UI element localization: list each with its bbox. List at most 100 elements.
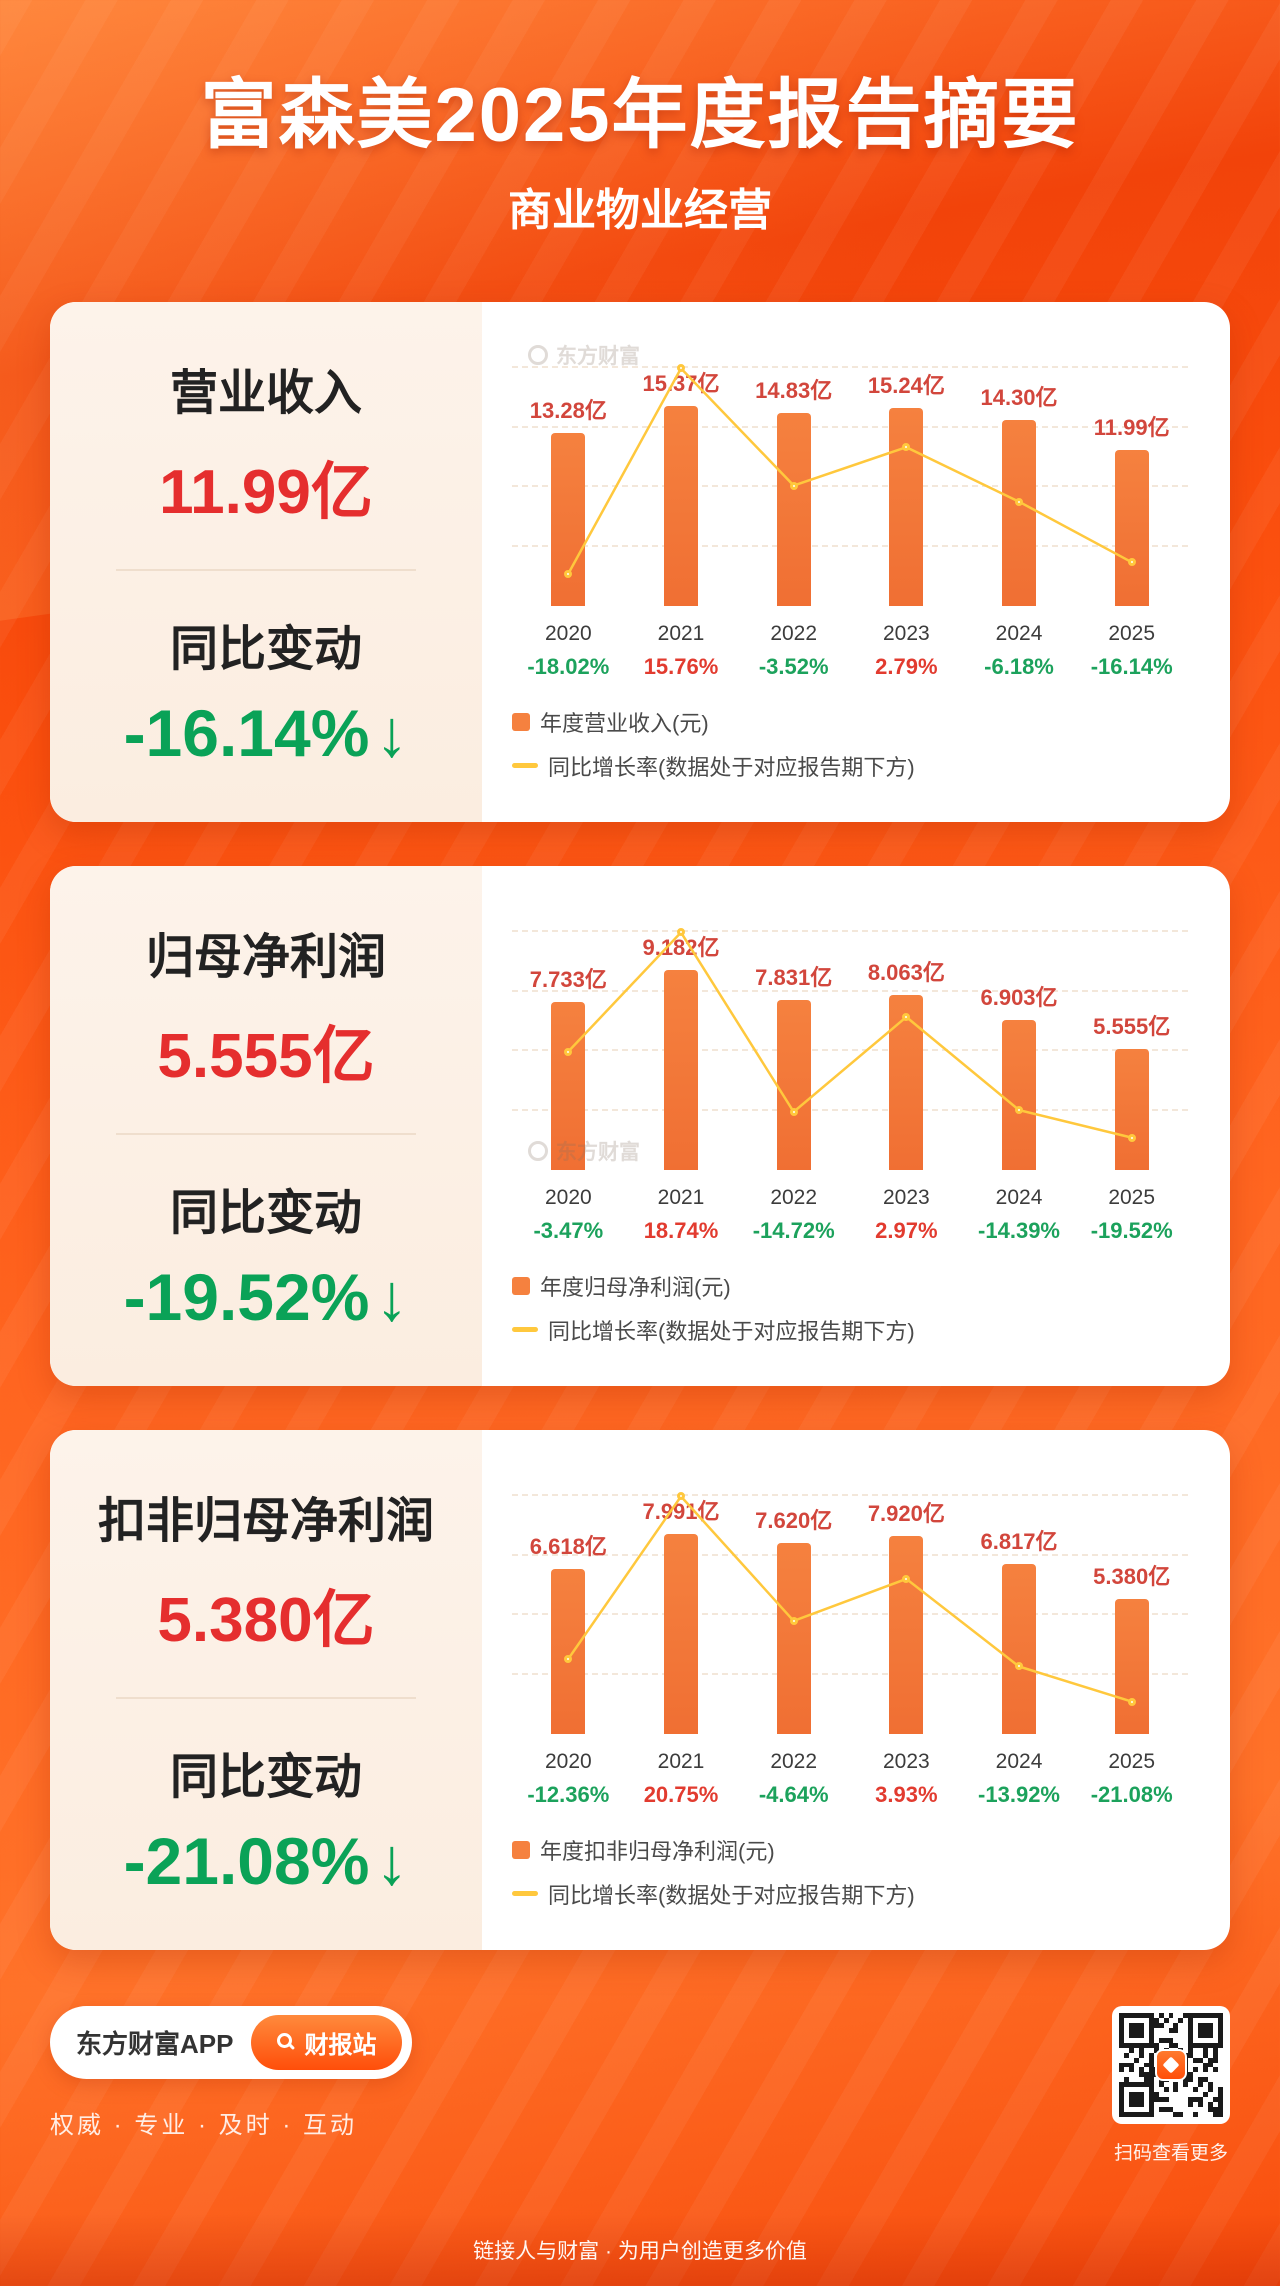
line-point: [1015, 497, 1023, 506]
x-axis-label: 2022: [770, 1185, 818, 1209]
bar: [664, 1534, 698, 1734]
x-axis-label: 2021: [657, 621, 705, 645]
line-point: [564, 1654, 573, 1663]
divider: [116, 1696, 416, 1699]
line-point: [1127, 1133, 1136, 1142]
change-label: 同比变动: [169, 1186, 362, 1240]
growth-rate-label: -16.14%: [1090, 653, 1173, 679]
line-point: [789, 1107, 798, 1116]
bar: [776, 413, 811, 606]
growth-rate-row: -3.47% 18.74% -14.72% 2.97% -14.39% -19.52%: [512, 1218, 1188, 1244]
change-value: -19.52% ↓: [124, 1259, 409, 1335]
watermark-text: 东方财富: [556, 1141, 640, 1165]
bar: [1002, 420, 1037, 606]
line-point: [789, 1616, 798, 1625]
bar-line-chart: 7.733亿 9.182亿 7.831亿 8.063亿 6.903亿 5.555亿 202…: [512, 900, 1188, 1244]
bar: [776, 1543, 811, 1734]
revenue-card: 营业收入 11.99亿 同比变动 -16.14% ↓ 东方财富 13.28亿 15.…: [50, 301, 1230, 822]
report-station-button[interactable]: 财报站: [251, 2014, 403, 2070]
bar: [889, 994, 924, 1170]
divider: [116, 1132, 416, 1135]
bar-column: 6.903亿: [963, 900, 1076, 1170]
change-value: -16.14% ↓: [124, 695, 409, 771]
x-axis-label: 2025: [1108, 621, 1156, 645]
x-axis-label: 2022: [770, 621, 818, 645]
line-swatch-icon: [512, 1327, 538, 1333]
line-point: [1127, 1697, 1136, 1706]
bar-columns: 7.733亿 9.182亿 7.831亿 8.063亿 6.903亿 5.555亿: [512, 900, 1188, 1170]
app-pill[interactable]: 东方财富APP 财报站: [50, 2005, 413, 2079]
report-station-label: 财报站: [304, 2031, 377, 2059]
bar-value-label: 11.99亿: [1093, 415, 1170, 441]
line-point: [789, 481, 798, 490]
bar-column: 7.991亿: [625, 1464, 738, 1734]
legend-bar-label: 年度营业收入(元): [540, 710, 709, 736]
x-axis-label: 2025: [1108, 1185, 1156, 1209]
line-point: [564, 1047, 573, 1056]
bar-line-chart: 6.618亿 7.991亿 7.620亿 7.920亿 6.817亿 5.380亿 202…: [512, 1464, 1188, 1808]
logo-diamond-icon: [1162, 2056, 1180, 2074]
growth-line: [512, 1464, 1188, 1734]
bar-columns: 6.618亿 7.991亿 7.620亿 7.920亿 6.817亿 5.380亿: [512, 1464, 1188, 1734]
bar-value-label: 7.920亿: [867, 1500, 945, 1526]
metric-value: 5.380亿: [157, 1585, 375, 1655]
bar-column: 15.24亿: [850, 336, 963, 606]
growth-rate-label: -4.64%: [758, 1781, 829, 1807]
growth-rate-label: 15.76%: [643, 653, 719, 679]
chart-legend: 年度营业收入(元) 同比增长率(数据处于对应报告期下方): [512, 706, 1188, 782]
change-label: 同比变动: [169, 622, 362, 676]
net-profit-card: 归母净利润 5.555亿 同比变动 -19.52% ↓ 东方财富 7.733亿 9.…: [50, 865, 1230, 1386]
growth-rate-label: -18.02%: [527, 653, 610, 679]
legend-line-label: 同比增长率(数据处于对应报告期下方): [548, 754, 915, 780]
bar-swatch-icon: [512, 1276, 530, 1295]
legend-bar-label: 年度归母净利润(元): [540, 1274, 731, 1300]
qr-code: [1112, 2005, 1230, 2124]
gridline: [512, 989, 1188, 992]
chart-area: 6.618亿 7.991亿 7.620亿 7.920亿 6.817亿 5.380亿 202…: [482, 1430, 1230, 1950]
metric-value: 11.99亿: [159, 457, 373, 527]
growth-rate-label: -3.52%: [758, 653, 829, 679]
eastmoney-logo-icon: [528, 344, 548, 365]
bar-column: 7.831亿: [737, 900, 850, 1170]
x-axis: 2020 2021 2022 2023 2024 2025: [512, 1750, 1188, 1774]
legend-bar-label: 年度扣非归母净利润(元): [540, 1838, 775, 1864]
bar-value-label: 14.30亿: [980, 385, 1058, 411]
bar-column: 5.380亿: [1075, 1464, 1188, 1734]
line-point: [1015, 1106, 1023, 1115]
growth-line: [512, 336, 1188, 606]
x-axis-label: 2021: [657, 1185, 705, 1209]
x-axis-label: 2024: [995, 1185, 1043, 1209]
qr-caption: 扫码查看更多: [1113, 2142, 1228, 2164]
bar-column: 6.817亿: [963, 1464, 1076, 1734]
deducted-net-profit-card: 扣非归母净利润 5.380亿 同比变动 -21.08% ↓ 6.618亿 7.991…: [50, 1429, 1230, 1950]
growth-rate-label: 20.75%: [643, 1781, 719, 1807]
bar-value-label: 7.831亿: [755, 964, 833, 990]
gridline: [512, 544, 1188, 547]
change-value-text: -16.14%: [123, 695, 370, 770]
growth-rate-label: -3.47%: [533, 1217, 604, 1243]
metric-label: 扣非归母净利润: [97, 1494, 434, 1548]
bar: [1002, 1563, 1037, 1734]
chart-legend: 年度归母净利润(元) 同比增长率(数据处于对应报告期下方): [512, 1270, 1188, 1346]
bar: [551, 1001, 586, 1170]
footer-right: 扫码查看更多: [1112, 2005, 1230, 2165]
metric-label: 营业收入: [169, 366, 362, 420]
bar-value-label: 6.618亿: [529, 1533, 607, 1559]
bar: [551, 1568, 586, 1734]
bar-value-label: 9.182亿: [642, 935, 720, 961]
legend-line-label: 同比增长率(数据处于对应报告期下方): [548, 1882, 915, 1908]
x-axis-label: 2020: [544, 1749, 592, 1773]
chart-area: 东方财富 7.733亿 9.182亿 7.831亿 8.063亿 6.903亿 5.555…: [482, 866, 1230, 1386]
metric-label: 归母净利润: [145, 930, 386, 984]
bar: [776, 999, 811, 1170]
line-point: [677, 928, 685, 937]
gridline: [512, 1108, 1188, 1111]
line-point: [902, 443, 911, 452]
bottom-note: 链接人与财富 · 为用户创造更多价值: [473, 2240, 807, 2263]
gridline: [512, 1553, 1188, 1556]
bar-column: 6.618亿: [512, 1464, 625, 1734]
growth-rate-label: -6.18%: [984, 653, 1054, 679]
bar-line-chart: 13.28亿 15.37亿 14.83亿 15.24亿 14.30亿 11.99亿 202…: [512, 336, 1188, 680]
divider: [116, 568, 416, 571]
